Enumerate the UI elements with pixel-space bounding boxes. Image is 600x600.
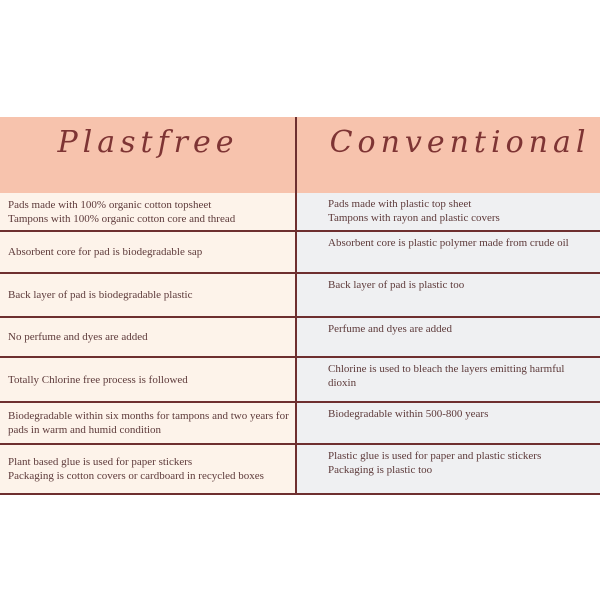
header-conventional: Conventional	[329, 125, 591, 160]
conventional-cell: Plastic glue is used for paper and plast…	[296, 445, 600, 493]
conventional-cell: Pads made with plastic top sheet Tampons…	[296, 193, 600, 230]
header-plastfree: Plastfree	[57, 125, 239, 160]
conventional-cell: Biodegradable within 500-800 years	[296, 403, 600, 443]
plastfree-cell: Totally Chlorine free process is followe…	[0, 358, 296, 401]
plastfree-cell: Biodegradable within six months for tamp…	[0, 403, 296, 443]
plastfree-cell: Absorbent core for pad is biodegradable …	[0, 232, 296, 272]
column-divider	[295, 117, 297, 495]
plastfree-cell: Plant based glue is used for paper stick…	[0, 445, 296, 493]
table-row: Pads made with 100% organic cotton topsh…	[0, 193, 600, 232]
plastfree-cell: No perfume and dyes are added	[0, 318, 296, 356]
conventional-cell: Back layer of pad is plastic too	[296, 274, 600, 316]
table-row: Absorbent core for pad is biodegradable …	[0, 232, 600, 274]
table-row: Plant based glue is used for paper stick…	[0, 445, 600, 495]
table-header: Plastfree Conventional	[0, 117, 600, 193]
conventional-cell: Chlorine is used to bleach the layers em…	[296, 358, 600, 401]
table-row: No perfume and dyes are added Perfume an…	[0, 318, 600, 358]
table-row: Biodegradable within six months for tamp…	[0, 403, 600, 445]
plastfree-cell: Back layer of pad is biodegradable plast…	[0, 274, 296, 316]
table-row: Back layer of pad is biodegradable plast…	[0, 274, 600, 318]
table-row: Totally Chlorine free process is followe…	[0, 358, 600, 403]
plastfree-cell: Pads made with 100% organic cotton topsh…	[0, 193, 296, 230]
conventional-cell: Absorbent core is plastic polymer made f…	[296, 232, 600, 272]
conventional-cell: Perfume and dyes are added	[296, 318, 600, 356]
comparison-table: Plastfree Conventional Pads made with 10…	[0, 117, 600, 495]
